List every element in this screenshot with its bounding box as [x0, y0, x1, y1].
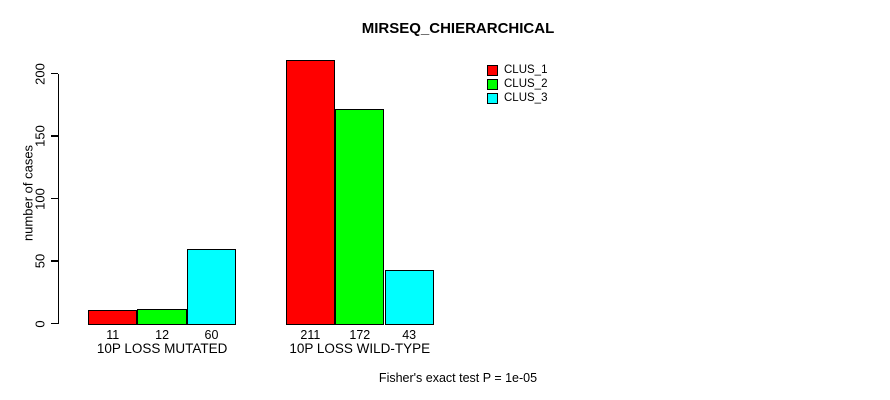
x-axis-group-label: 10P LOSS WILD-TYPE [289, 340, 431, 356]
bar-value-label: 43 [402, 327, 417, 342]
bar-clus_1-1 [88, 309, 138, 325]
legend-swatch-clus_2 [487, 78, 498, 90]
bar-clus_2-2 [335, 108, 385, 325]
y-axis-tick [51, 72, 58, 75]
y-axis-line [58, 73, 60, 324]
bar-clus_1-2 [285, 59, 336, 325]
legend-item: CLUS_3 [487, 91, 547, 105]
legend-label: CLUS_3 [504, 92, 548, 104]
bar-clus_3-1 [186, 248, 237, 325]
legend: CLUS_1 CLUS_2 CLUS_3 [487, 63, 547, 105]
legend-label: CLUS_1 [504, 64, 548, 76]
legend-swatch-clus_1 [487, 64, 498, 76]
bar-clus_2-1 [137, 308, 187, 325]
x-axis-group-label: 10P LOSS MUTATED [96, 340, 228, 356]
legend-item: CLUS_2 [487, 77, 547, 91]
bar-value-label: 12 [155, 327, 170, 342]
y-axis-tick [51, 197, 58, 200]
legend-swatch-clus_3 [487, 92, 498, 104]
y-axis-tick [51, 135, 58, 137]
y-axis-tick [51, 260, 58, 262]
bar-clus_3-2 [384, 269, 434, 325]
y-axis-tick [51, 322, 58, 325]
chart-title: MIRSEQ_CHIERARCHICAL [361, 20, 555, 37]
legend-item: CLUS_1 [487, 63, 547, 77]
bar-value-label: 11 [106, 327, 120, 342]
legend-label: CLUS_2 [504, 78, 548, 90]
bar-value-label: 172 [349, 327, 371, 342]
bar-value-label: 60 [204, 327, 219, 342]
bar-value-label: 211 [300, 327, 321, 342]
statistical-test-note: Fisher's exact test P = 1e-05 [378, 371, 538, 385]
